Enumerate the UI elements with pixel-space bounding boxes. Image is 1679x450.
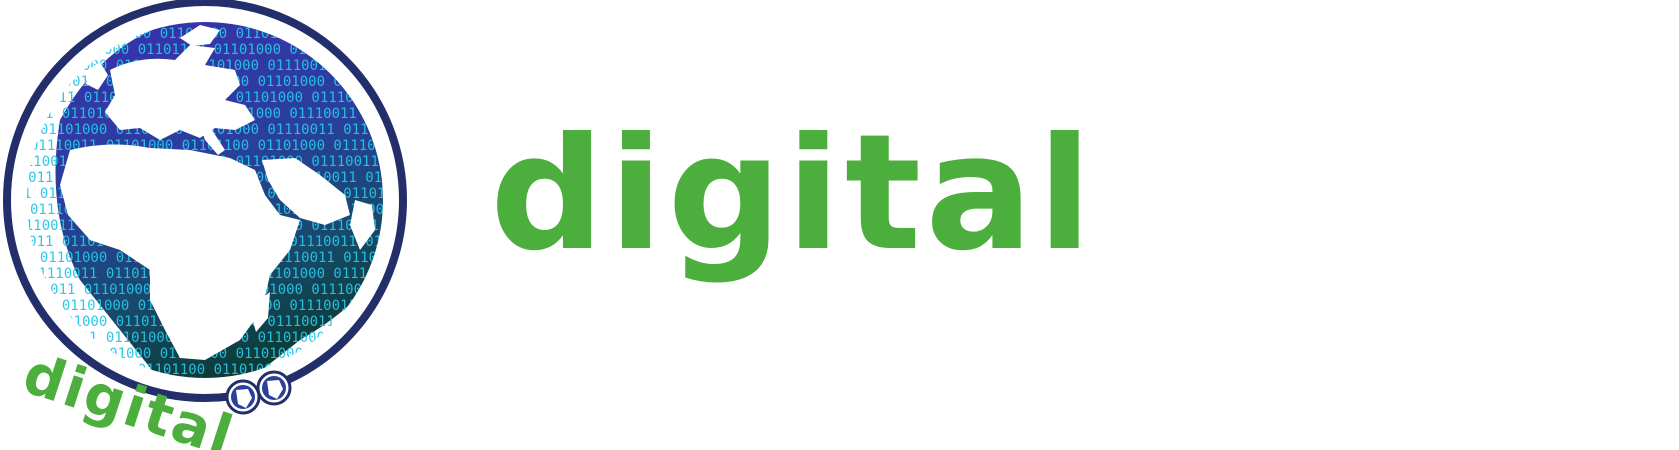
land-masses bbox=[60, 25, 375, 360]
globe-ocean: 01110011 01101000 01101100 01101000 0111… bbox=[27, 10, 420, 378]
binary-row: 01110011 01101000 01101100 01101000 0111… bbox=[30, 10, 420, 26]
mini-globe-icon-1 bbox=[225, 379, 261, 415]
brand-wordmark-text: digital bbox=[490, 130, 1096, 286]
mini-globe-icon-2 bbox=[256, 370, 292, 406]
globe-emblem: 01110011 01101000 01101100 01101000 0111… bbox=[3, 0, 420, 450]
brand-wordmark: digital bbox=[490, 130, 1096, 286]
